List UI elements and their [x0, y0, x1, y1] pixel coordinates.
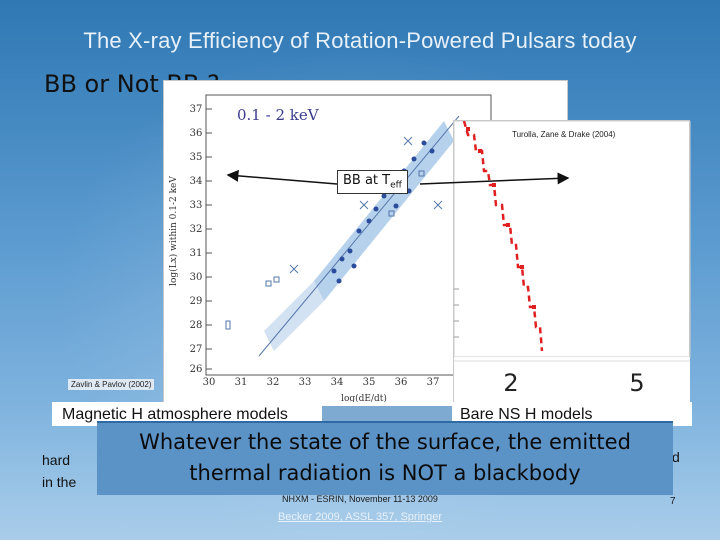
- open-data-points: [225, 170, 425, 330]
- right-plot-frame: [454, 121, 691, 358]
- x-tick-label: 31: [235, 377, 248, 388]
- y-tick-label: 33: [190, 200, 203, 211]
- right-figure: 2 5: [453, 120, 691, 411]
- fit-line: [258, 115, 460, 357]
- y-tick-label: 37: [190, 104, 203, 115]
- right-axis-marks: [454, 288, 459, 338]
- y-tick-label: 28: [190, 320, 203, 331]
- left-figure-credit: Zavlin & Pavlov (2002): [68, 379, 155, 390]
- y-tick-label: 32: [190, 224, 203, 235]
- y-tick-label: 31: [190, 248, 203, 259]
- conclusion-box: Whatever the state of the surface, the e…: [97, 421, 673, 495]
- efficiency-band-low: [264, 281, 324, 351]
- right-x-tick: 5: [629, 369, 644, 397]
- spectrum-curve: [462, 121, 544, 352]
- y-tick-label: 36: [190, 128, 203, 139]
- y-tick-label: 30: [190, 272, 203, 283]
- hidden-text-right: d: [672, 449, 680, 465]
- star-data-points: [289, 136, 443, 274]
- caption-magnetic-models: Magnetic H atmosphere models: [62, 406, 288, 423]
- slide-number: 7: [670, 496, 676, 507]
- right-plot-svg: 2 5: [454, 121, 691, 411]
- x-tick-label: 33: [299, 377, 312, 388]
- left-y-tickmarks: [206, 108, 212, 370]
- y-tick-label: 27: [190, 344, 203, 355]
- spectrum-points: [466, 127, 536, 309]
- y-tick-label: 29: [190, 296, 203, 307]
- bb-teff-label: BB at Teff: [337, 170, 408, 194]
- x-tick-label: 36: [395, 377, 408, 388]
- efficiency-band: [314, 121, 454, 301]
- bb-label-text: BB at T: [343, 173, 391, 188]
- right-x-tick: 2: [503, 369, 518, 397]
- conclusion-line-2: thermal radiation is NOT a blackbody: [189, 461, 581, 485]
- slide-title: The X-ray Efficiency of Rotation-Powered…: [83, 28, 637, 53]
- x-tick-label: 30: [203, 377, 216, 388]
- x-tick-label: 37: [427, 377, 440, 388]
- hidden-text-line: hard: [42, 452, 71, 468]
- x-tick-label: 34: [331, 377, 344, 388]
- footer-text: NHXM - ESRIN, November 11-13 2009: [282, 494, 438, 504]
- bb-label-subscript: eff: [390, 180, 402, 191]
- y-tick-label: 34: [190, 176, 203, 187]
- caption-bare-ns-models: Bare NS H models: [460, 406, 593, 423]
- energy-band-label: 0.1 - 2 keV: [237, 106, 319, 124]
- y-tick-label: 26: [190, 364, 203, 375]
- x-tick-label: 35: [363, 377, 376, 388]
- caption-separator: [322, 406, 452, 424]
- left-x-axis-label: log(dE/dt): [341, 393, 387, 404]
- x-tick-label: 32: [267, 377, 280, 388]
- reference-link[interactable]: Becker 2009, ASSL 357, Springer: [277, 511, 443, 523]
- conclusion-line-1: Whatever the state of the surface, the e…: [139, 430, 631, 454]
- left-plot-svg: 37 36 35 34 33 32 31 30 29 28 27 26 log(…: [168, 94, 492, 404]
- y-tick-label: 35: [190, 152, 203, 163]
- right-figure-credit: Turolla, Zane & Drake (2004): [512, 130, 616, 139]
- hidden-text-left: hard in the: [42, 449, 76, 493]
- hidden-text-line: in the: [42, 474, 77, 490]
- left-y-axis-label: log(Lx) within 0.1-2 keV: [168, 176, 179, 286]
